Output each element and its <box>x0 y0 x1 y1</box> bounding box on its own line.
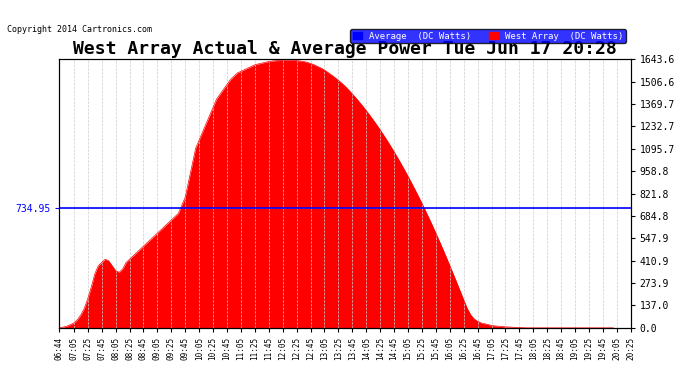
Title: West Array Actual & Average Power Tue Jun 17 20:28: West Array Actual & Average Power Tue Ju… <box>73 40 617 58</box>
Legend: Average  (DC Watts), West Array  (DC Watts): Average (DC Watts), West Array (DC Watts… <box>350 29 627 43</box>
Text: Copyright 2014 Cartronics.com: Copyright 2014 Cartronics.com <box>7 25 152 34</box>
